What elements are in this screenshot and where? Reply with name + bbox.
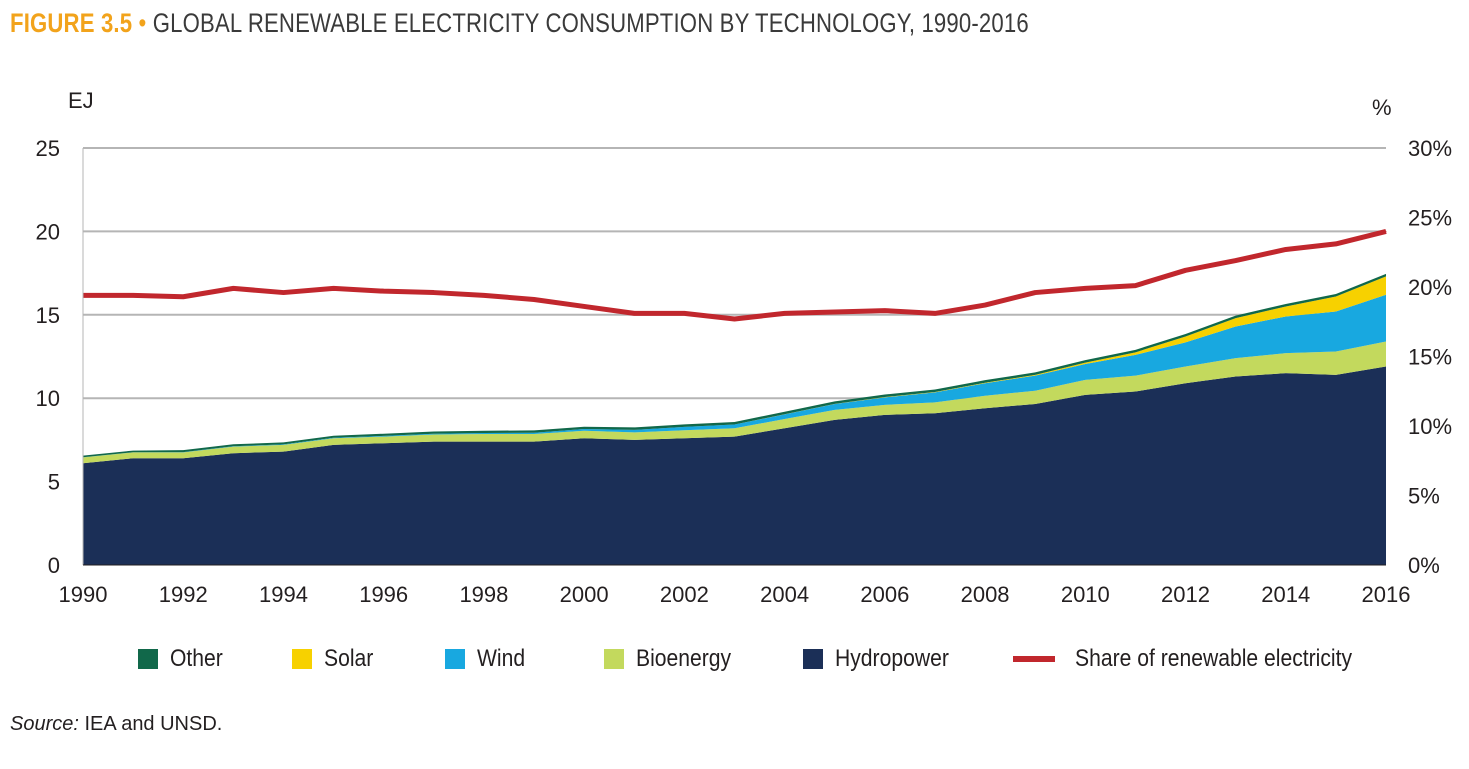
share-point: [1335, 243, 1337, 245]
share-point: [282, 292, 284, 294]
legend-item-other: Other: [138, 645, 230, 673]
share-point: [583, 305, 585, 307]
y2-axis-label: %: [1372, 95, 1392, 120]
source-label: Source:: [10, 713, 79, 735]
share-point: [132, 294, 134, 296]
figure-number: FIGURE 3.5: [10, 8, 133, 38]
area-bioenergy: [83, 341, 1386, 464]
legend-label: Other: [170, 645, 223, 672]
chart-title: FIGURE 3.5 • GLOBAL RENEWABLE ELECTRICIT…: [10, 8, 1029, 39]
y-tick-label: 0: [48, 553, 60, 578]
share-point: [1034, 292, 1036, 294]
x-tick-label: 2000: [560, 582, 609, 607]
y-tick-label: 15: [36, 303, 60, 328]
legend-swatch: [803, 649, 823, 669]
share-point: [884, 310, 886, 312]
x-tick-label: 2002: [660, 582, 709, 607]
title-text: GLOBAL RENEWABLE ELECTRICITY CONSUMPTION…: [152, 8, 1029, 38]
legend-swatch: [138, 649, 158, 669]
legend-swatch: [445, 649, 465, 669]
share-point: [383, 290, 385, 292]
share-point: [1385, 230, 1387, 232]
y2-tick-label: 30%: [1408, 136, 1452, 161]
x-tick-label: 1998: [459, 582, 508, 607]
share-point: [433, 292, 435, 294]
source-note: Source: IEA and UNSD.: [10, 713, 222, 736]
legend-label: Share of renewable electricity: [1075, 645, 1353, 672]
share-line: [83, 228, 1387, 322]
y2-tick-label: 25%: [1408, 206, 1452, 231]
share-point: [1084, 287, 1086, 289]
legend-label: Solar: [324, 645, 374, 672]
share-point: [1185, 269, 1187, 271]
legend-swatch: [292, 649, 312, 669]
legend-item-solar: Solar: [292, 645, 380, 673]
share-point: [734, 318, 735, 320]
share-point: [1235, 260, 1237, 262]
legend-label: Wind: [477, 645, 526, 672]
share-point: [633, 312, 635, 314]
x-tick-label: 2010: [1061, 582, 1110, 607]
area-hydropower: [83, 366, 1386, 565]
x-tick-label: 2006: [860, 582, 909, 607]
legend-item-wind: Wind: [445, 645, 532, 673]
y-tick-label: 5: [48, 470, 60, 495]
legend-label: Hydropower: [835, 645, 949, 672]
x-tick-label: 2014: [1261, 582, 1310, 607]
share-point: [683, 312, 685, 314]
x-tick-label: 1996: [359, 582, 408, 607]
x-tick-label: 2008: [961, 582, 1010, 607]
y-tick-label: 10: [36, 386, 60, 411]
x-tick-label: 2004: [760, 582, 809, 607]
y2-tick-label: 5%: [1408, 484, 1440, 509]
share-point: [984, 304, 986, 306]
legend-swatch: [604, 649, 624, 669]
y2-tick-label: 10%: [1408, 414, 1452, 439]
share-point: [232, 287, 234, 289]
area-wind: [83, 294, 1386, 458]
share-point: [533, 299, 535, 301]
share-point: [1285, 248, 1287, 250]
title-separator: •: [138, 8, 147, 38]
y-axis-label: EJ: [68, 88, 94, 113]
legend-item-hydropower: Hydropower: [803, 645, 964, 673]
legend-item-bioenergy: Bioenergy: [604, 645, 744, 673]
y-tick-label: 20: [36, 219, 60, 244]
share-point: [834, 311, 836, 313]
x-tick-label: 2016: [1362, 582, 1411, 607]
share-point: [784, 312, 786, 314]
y2-tick-label: 20%: [1408, 275, 1452, 300]
legend-item-share: Share of renewable electricity: [1013, 645, 1390, 673]
y2-tick-label: 15%: [1408, 345, 1452, 370]
share-point: [182, 296, 184, 298]
share-point: [934, 312, 936, 314]
x-tick-label: 1990: [59, 582, 108, 607]
legend-swatch: [1013, 656, 1055, 662]
chart-plot: EJ % 0 5 10 15 20 25 0% 5% 10% 15% 20% 25% 30% 1990 19…: [36, 88, 1453, 607]
source-text: IEA and UNSD.: [84, 713, 223, 735]
share-point: [483, 294, 485, 296]
share-point: [1134, 285, 1136, 287]
legend-label: Bioenergy: [636, 645, 732, 672]
y-tick-label: 25: [36, 136, 60, 161]
share-point: [333, 287, 335, 289]
legend: Other Solar Wind Bioenergy Hydropower Share o…: [0, 645, 1469, 679]
x-tick-label: 2012: [1161, 582, 1210, 607]
x-tick-label: 1994: [259, 582, 308, 607]
y2-tick-label: 0%: [1408, 553, 1440, 578]
x-tick-label: 1992: [159, 582, 208, 607]
